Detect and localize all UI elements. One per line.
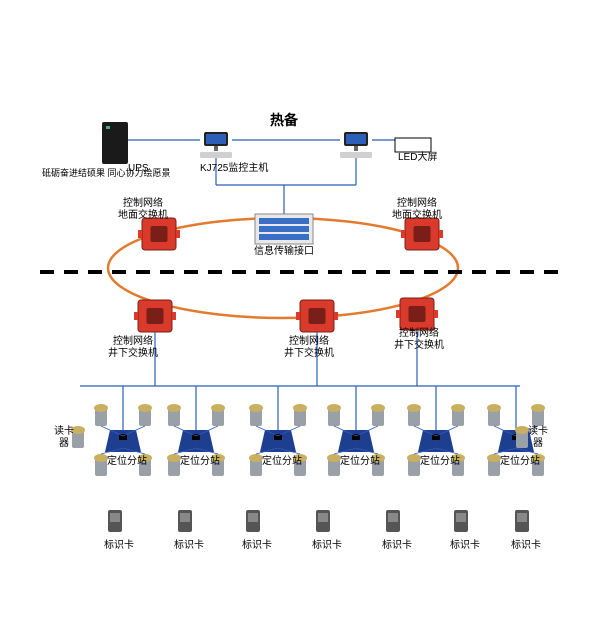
underground-switch-3-label: 控制网络 井下交换机 — [394, 328, 444, 352]
surface-switch-left-label: 控制网络 地面交换机 — [118, 198, 168, 222]
network-topology-diagram — [0, 0, 598, 631]
station-label: 定位分站 — [107, 456, 147, 468]
surface-switch-right-label: 控制网络 地面交换机 — [392, 198, 442, 222]
ups-label: UPS — [128, 163, 149, 175]
underground-switch-1-label: 控制网络 井下交换机 — [108, 336, 158, 360]
tag-label: 标识卡 — [382, 540, 412, 552]
station-label: 定位分站 — [340, 456, 380, 468]
station-label: 定位分站 — [500, 456, 540, 468]
station-label: 定位分站 — [180, 456, 220, 468]
tag-label: 标识卡 — [174, 540, 204, 552]
tag-label: 标识卡 — [511, 540, 541, 552]
tag-label: 标识卡 — [242, 540, 272, 552]
station-label: 定位分站 — [262, 456, 302, 468]
reader-label-right: 读卡 器 — [528, 426, 548, 450]
reader-label-left: 读卡 器 — [54, 426, 74, 450]
interface-label: 信息传输接口 — [254, 246, 314, 258]
slogan-text: 砥砺奋进结硕果 同心协力绘愿景 — [42, 168, 171, 179]
tag-label: 标识卡 — [450, 540, 480, 552]
tag-label: 标识卡 — [312, 540, 342, 552]
station-label: 定位分站 — [420, 456, 460, 468]
underground-switch-2-label: 控制网络 井下交换机 — [284, 336, 334, 360]
host-label: KJ725监控主机 — [200, 163, 268, 175]
led-label: LED大屏 — [398, 152, 437, 164]
tag-label: 标识卡 — [104, 540, 134, 552]
hot-standby-title: 热备 — [270, 112, 298, 129]
